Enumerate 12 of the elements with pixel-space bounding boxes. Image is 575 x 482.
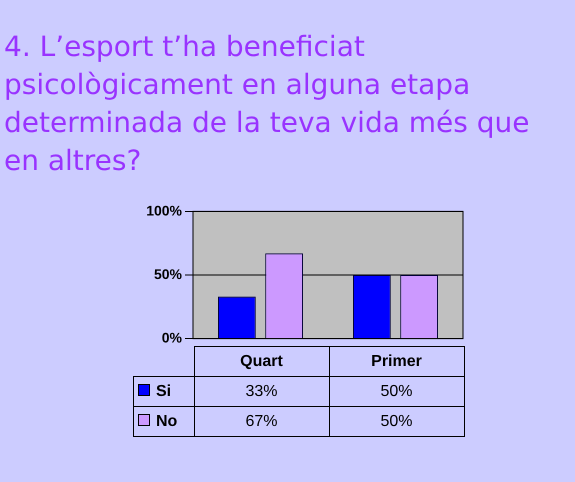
legend-label: Si xyxy=(134,376,194,406)
x-tick-label: Primer xyxy=(329,346,464,376)
x-tick-label: Quart xyxy=(194,346,329,376)
data-label: 50% xyxy=(329,376,464,406)
y-tick-label: 0% xyxy=(162,329,183,346)
y-tick-label: 100% xyxy=(146,202,183,218)
data-label: 67% xyxy=(194,406,329,436)
chart-title: 4. L’esport t’ha beneficiat psicològicament en alguna etapa determinada de la teva vida més que en altres? xyxy=(4,29,531,179)
legend-label: No xyxy=(134,406,194,436)
y-tick-label: 50% xyxy=(154,266,183,282)
data-label: 33% xyxy=(194,376,329,406)
data-label: 50% xyxy=(329,406,464,436)
